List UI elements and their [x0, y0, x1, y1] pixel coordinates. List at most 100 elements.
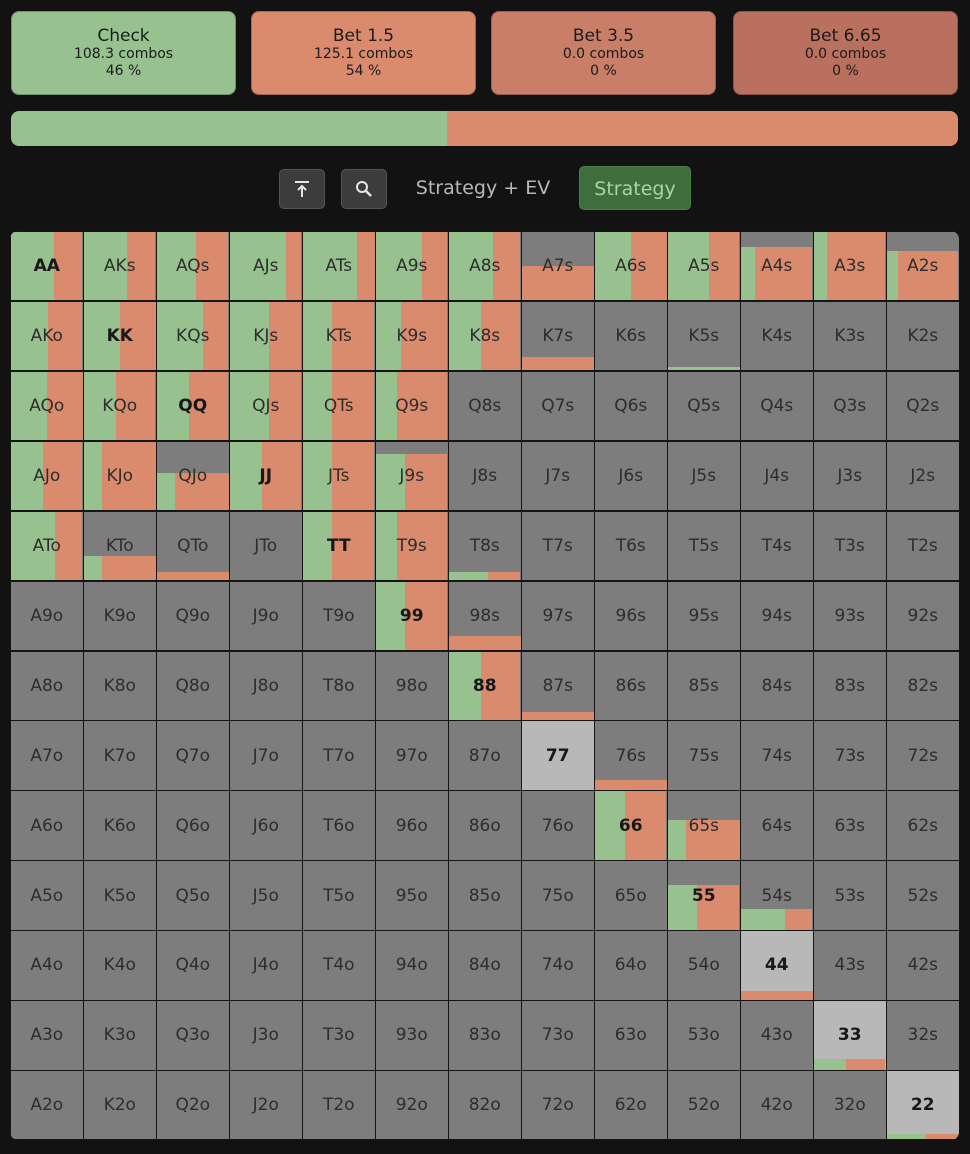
hand-cell-K2o[interactable]: K2o [83, 1070, 157, 1140]
hand-cell-86o[interactable]: 86o [448, 790, 522, 861]
hand-cell-A7o[interactable]: A7o [10, 720, 84, 791]
hand-cell-92s[interactable]: 92s [886, 580, 959, 652]
hand-cell-JTo[interactable]: JTo [229, 510, 303, 582]
hand-cell-73s[interactable]: 73s [813, 720, 887, 791]
hand-cell-K6s[interactable]: K6s [594, 300, 668, 372]
hand-cell-AA[interactable]: AA [10, 231, 84, 302]
hand-cell-K3o[interactable]: K3o [83, 1000, 157, 1071]
hand-cell-AKo[interactable]: AKo [10, 300, 84, 372]
hand-cell-Q3s[interactable]: Q3s [813, 370, 887, 442]
hand-cell-87s[interactable]: 87s [521, 650, 595, 721]
hand-cell-J4o[interactable]: J4o [229, 930, 303, 1001]
hand-cell-T8s[interactable]: T8s [448, 510, 522, 582]
hand-cell-98s[interactable]: 98s [448, 580, 522, 652]
hand-cell-KJs[interactable]: KJs [229, 300, 303, 372]
hand-cell-K8s[interactable]: K8s [448, 300, 522, 372]
hand-cell-K8o[interactable]: K8o [83, 650, 157, 721]
hand-cell-76s[interactable]: 76s [594, 720, 668, 791]
hand-cell-83o[interactable]: 83o [448, 1000, 522, 1071]
hand-cell-Q2s[interactable]: Q2s [886, 370, 959, 442]
hand-cell-33[interactable]: 33 [813, 1000, 887, 1071]
hand-cell-AKs[interactable]: AKs [83, 231, 157, 302]
hand-cell-AQs[interactable]: AQs [156, 231, 230, 302]
hand-cell-K9o[interactable]: K9o [83, 580, 157, 652]
hand-cell-75o[interactable]: 75o [521, 860, 595, 931]
hand-cell-T7s[interactable]: T7s [521, 510, 595, 582]
hand-cell-32o[interactable]: 32o [813, 1070, 887, 1140]
hand-cell-K7o[interactable]: K7o [83, 720, 157, 791]
action-card-2[interactable]: Bet 3.5 0.0 combos 0 % [491, 11, 716, 95]
hand-cell-84s[interactable]: 84s [740, 650, 814, 721]
hand-cell-J8o[interactable]: J8o [229, 650, 303, 721]
hand-cell-J4s[interactable]: J4s [740, 440, 814, 512]
hand-cell-64o[interactable]: 64o [594, 930, 668, 1001]
action-card-3[interactable]: Bet 6.65 0.0 combos 0 % [733, 11, 958, 95]
hand-cell-73o[interactable]: 73o [521, 1000, 595, 1071]
hand-cell-KQo[interactable]: KQo [83, 370, 157, 442]
hand-cell-ATo[interactable]: ATo [10, 510, 84, 582]
hand-cell-KJo[interactable]: KJo [83, 440, 157, 512]
hand-cell-A8o[interactable]: A8o [10, 650, 84, 721]
hand-cell-Q9o[interactable]: Q9o [156, 580, 230, 652]
hand-cell-AJs[interactable]: AJs [229, 231, 303, 302]
hand-cell-72s[interactable]: 72s [886, 720, 959, 791]
hand-cell-J6o[interactable]: J6o [229, 790, 303, 861]
hand-cell-63o[interactable]: 63o [594, 1000, 668, 1071]
hand-cell-22[interactable]: 22 [886, 1070, 959, 1140]
hand-cell-54o[interactable]: 54o [667, 930, 741, 1001]
hand-cell-88[interactable]: 88 [448, 650, 522, 721]
hand-cell-A5s[interactable]: A5s [667, 231, 741, 302]
hand-cell-T3o[interactable]: T3o [302, 1000, 376, 1071]
hand-cell-96o[interactable]: 96o [375, 790, 449, 861]
hand-cell-J7s[interactable]: J7s [521, 440, 595, 512]
hand-cell-Q6o[interactable]: Q6o [156, 790, 230, 861]
hand-cell-42s[interactable]: 42s [886, 930, 959, 1001]
hand-cell-43s[interactable]: 43s [813, 930, 887, 1001]
hand-cell-Q2o[interactable]: Q2o [156, 1070, 230, 1140]
hand-cell-53s[interactable]: 53s [813, 860, 887, 931]
hand-cell-82o[interactable]: 82o [448, 1070, 522, 1140]
hand-cell-J5s[interactable]: J5s [667, 440, 741, 512]
tab-strategy[interactable]: Strategy [579, 166, 691, 210]
action-card-1[interactable]: Bet 1.5 125.1 combos 54 % [251, 11, 476, 95]
hand-cell-84o[interactable]: 84o [448, 930, 522, 1001]
hand-cell-K4s[interactable]: K4s [740, 300, 814, 372]
hand-cell-K2s[interactable]: K2s [886, 300, 959, 372]
hand-cell-QQ[interactable]: QQ [156, 370, 230, 442]
hand-cell-44[interactable]: 44 [740, 930, 814, 1001]
hand-cell-62s[interactable]: 62s [886, 790, 959, 861]
hand-cell-J8s[interactable]: J8s [448, 440, 522, 512]
hand-cell-A6o[interactable]: A6o [10, 790, 84, 861]
hand-cell-66[interactable]: 66 [594, 790, 668, 861]
hand-cell-94s[interactable]: 94s [740, 580, 814, 652]
hand-cell-KK[interactable]: KK [83, 300, 157, 372]
hand-cell-85o[interactable]: 85o [448, 860, 522, 931]
hand-cell-T6s[interactable]: T6s [594, 510, 668, 582]
hand-cell-QJo[interactable]: QJo [156, 440, 230, 512]
hand-cell-T2o[interactable]: T2o [302, 1070, 376, 1140]
hand-cell-J5o[interactable]: J5o [229, 860, 303, 931]
hand-cell-T9o[interactable]: T9o [302, 580, 376, 652]
hand-cell-Q7s[interactable]: Q7s [521, 370, 595, 442]
hand-cell-K4o[interactable]: K4o [83, 930, 157, 1001]
hand-cell-J9o[interactable]: J9o [229, 580, 303, 652]
hand-cell-98o[interactable]: 98o [375, 650, 449, 721]
hand-cell-Q8s[interactable]: Q8s [448, 370, 522, 442]
hand-cell-J3o[interactable]: J3o [229, 1000, 303, 1071]
hand-cell-QTs[interactable]: QTs [302, 370, 376, 442]
hand-cell-J2s[interactable]: J2s [886, 440, 959, 512]
hand-cell-K5o[interactable]: K5o [83, 860, 157, 931]
hand-cell-54s[interactable]: 54s [740, 860, 814, 931]
hand-cell-97s[interactable]: 97s [521, 580, 595, 652]
hand-cell-A2s[interactable]: A2s [886, 231, 959, 302]
hand-cell-55[interactable]: 55 [667, 860, 741, 931]
tab-strategy-ev[interactable]: Strategy + EV [415, 177, 551, 199]
hand-cell-KTs[interactable]: KTs [302, 300, 376, 372]
hand-cell-43o[interactable]: 43o [740, 1000, 814, 1071]
hand-cell-JJ[interactable]: JJ [229, 440, 303, 512]
hand-cell-62o[interactable]: 62o [594, 1070, 668, 1140]
hand-cell-J3s[interactable]: J3s [813, 440, 887, 512]
hand-cell-QJs[interactable]: QJs [229, 370, 303, 442]
hand-cell-74s[interactable]: 74s [740, 720, 814, 791]
hand-cell-A3o[interactable]: A3o [10, 1000, 84, 1071]
